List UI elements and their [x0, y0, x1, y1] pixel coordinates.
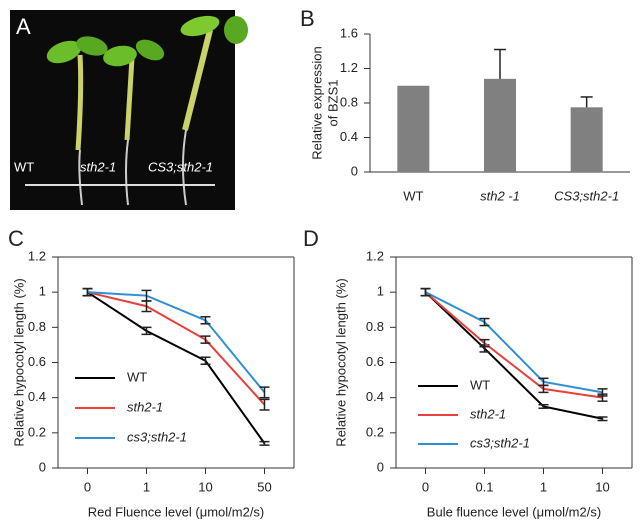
error-bar — [597, 388, 608, 397]
photo-caption: CS3;sth2-1 — [148, 159, 213, 174]
photo-caption: sth2-1 — [80, 159, 116, 174]
x-tick-label: 10 — [595, 479, 609, 494]
error-bar — [141, 326, 152, 336]
stem — [182, 29, 213, 131]
panel-label: A — [16, 14, 31, 39]
error-bar — [494, 48, 506, 79]
y-tick-label: 1.2 — [366, 248, 384, 263]
y-tick-label: 1.6 — [340, 25, 358, 40]
y-tick-label: 0 — [39, 459, 46, 474]
x-tick-label: CS3;sth2-1 — [554, 188, 619, 203]
error-bar — [200, 316, 211, 325]
y-tick-label: 1 — [39, 284, 46, 299]
x-tick-label: 10 — [198, 479, 212, 494]
stem — [124, 57, 135, 141]
y-tick-label: 0.6 — [366, 354, 384, 369]
error-bar — [538, 403, 549, 409]
y-tick-label: 0 — [377, 459, 384, 474]
y-tick-label: 0.4 — [340, 129, 358, 144]
error-bar — [82, 287, 93, 297]
y-tick-label: 0.8 — [28, 319, 46, 334]
y-tick-label: 0.8 — [340, 94, 358, 109]
legend-label: cs3;sth2-1 — [127, 429, 187, 444]
error-bar — [420, 287, 431, 297]
x-tick-label: 1 — [540, 479, 547, 494]
error-bar — [597, 416, 608, 422]
series-line — [425, 291, 603, 394]
y-axis-label: Relative hypocotyl length (%) — [333, 278, 348, 446]
series-line — [87, 291, 266, 406]
x-tick-label: WT — [403, 188, 423, 203]
error-bar — [538, 377, 549, 387]
bar — [397, 85, 430, 172]
y-tick-label: 0.8 — [366, 319, 384, 334]
error-bar — [259, 398, 270, 411]
y-axis-label: Relative hypocotyl length (%) — [11, 278, 26, 446]
series-line — [86, 291, 266, 444]
bar — [484, 78, 516, 172]
leaf — [76, 36, 108, 56]
x-tick-label: sth2 -1 — [480, 188, 520, 203]
series-line — [87, 291, 266, 394]
x-axis-label: Red Fluence level (μmol/m2/s) — [88, 504, 265, 519]
photo-panel: A WT sth2-1 CS3;sth2-1 — [10, 10, 248, 210]
legend-label: cs3;sth2-1 — [470, 435, 530, 450]
error-bar — [259, 440, 270, 446]
leaf — [224, 16, 248, 44]
leaf — [103, 45, 137, 67]
series-line — [424, 291, 603, 399]
error-bar — [479, 338, 490, 348]
leaf — [135, 39, 165, 61]
leaf — [180, 15, 220, 37]
x-tick-label: 0 — [422, 479, 429, 494]
y-tick-label: 0 — [351, 163, 358, 178]
photo-caption: WT — [14, 159, 34, 174]
error-bar — [200, 356, 211, 366]
panel-label: B — [300, 6, 315, 31]
y-tick-label: 0.6 — [28, 354, 46, 369]
x-tick-label: 50 — [257, 479, 271, 494]
series-line — [424, 291, 603, 420]
error-bar — [479, 317, 490, 327]
y-tick-label: 0.2 — [28, 424, 46, 439]
y-tick-label: 1 — [377, 284, 384, 299]
y-tick-label: 1.2 — [28, 248, 46, 263]
error-bar — [200, 335, 211, 344]
stem — [75, 54, 84, 151]
panel-label: D — [303, 226, 319, 251]
y-tick-label: 0.2 — [366, 424, 384, 439]
bar — [570, 107, 603, 172]
y-axis-label: of BZS1 — [325, 80, 340, 127]
legend-label: sth2-1 — [470, 406, 506, 421]
photo — [10, 10, 235, 210]
panel-label: C — [8, 226, 24, 251]
x-tick-label: 0.1 — [475, 479, 493, 494]
leaf — [46, 40, 82, 64]
x-tick-label: 0 — [84, 479, 91, 494]
legend-label: WT — [470, 377, 490, 392]
error-bar — [259, 386, 270, 399]
y-axis-label: Relative expression — [309, 46, 324, 159]
y-tick-label: 0.4 — [366, 389, 384, 404]
root — [78, 129, 187, 206]
x-tick-label: 1 — [143, 479, 150, 494]
y-tick-label: 0.4 — [28, 389, 46, 404]
x-axis-label: Bule fluence level (μmol/m2/s) — [427, 504, 601, 519]
legend-label: sth2-1 — [127, 399, 163, 414]
error-bar — [141, 289, 152, 302]
legend-label: WT — [127, 369, 147, 384]
y-tick-label: 1.2 — [340, 60, 358, 75]
error-bar — [580, 96, 593, 108]
